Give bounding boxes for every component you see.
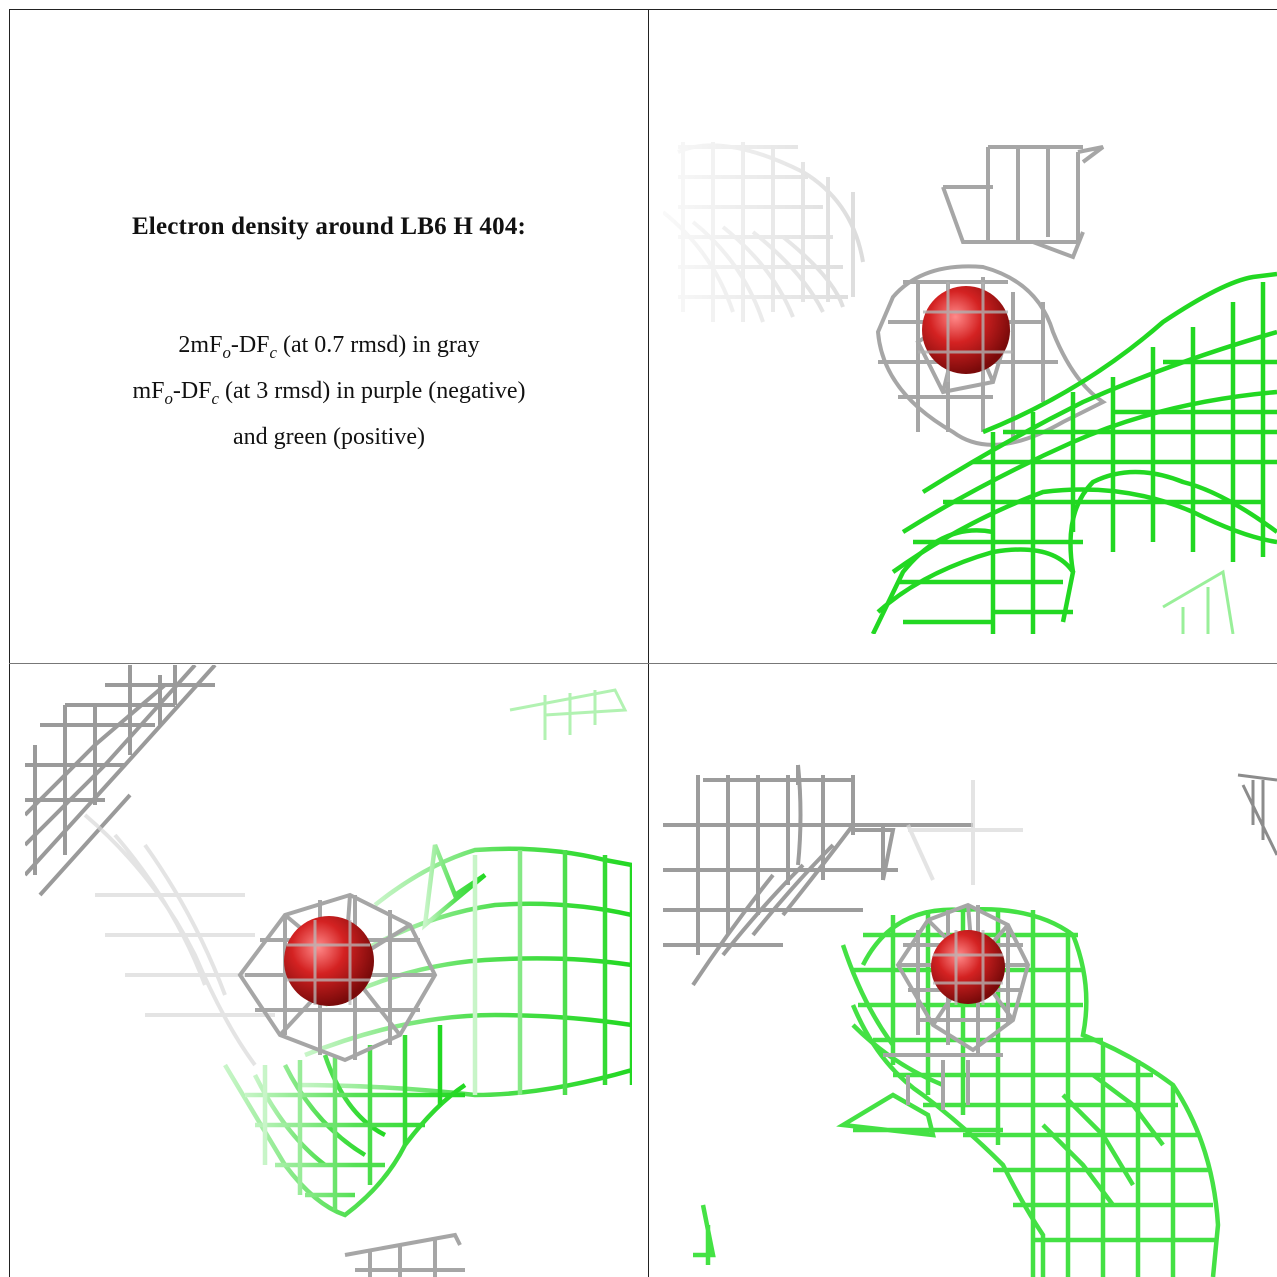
gray-mesh-bottom bbox=[344, 1232, 465, 1277]
density-render-bottom-left bbox=[25, 665, 632, 1277]
gray-mesh-faded bbox=[906, 780, 1023, 885]
gray-mesh-over-atom bbox=[918, 282, 1013, 382]
green-mesh-small bbox=[509, 688, 628, 740]
density-render-bottom-right bbox=[663, 764, 1277, 1277]
atom-sphere bbox=[284, 916, 374, 1006]
legend-text: (at 0.7 rmsd) in gray bbox=[276, 332, 480, 358]
legend-sub: c bbox=[211, 388, 219, 408]
border-left bbox=[9, 9, 10, 664]
legend-sub: o bbox=[222, 342, 231, 362]
gray-mesh-over-atom bbox=[287, 920, 370, 1005]
border-middle-vertical bbox=[648, 9, 649, 1277]
legend-sub: c bbox=[269, 342, 277, 362]
legend-sub: o bbox=[164, 388, 173, 408]
legend-text: -DF bbox=[230, 332, 270, 358]
atom-sphere bbox=[931, 930, 1005, 1004]
legend-line-colors: and green (positive) bbox=[233, 423, 425, 450]
green-mesh bbox=[223, 844, 632, 1218]
view-top-right bbox=[663, 12, 1277, 634]
atom-sphere bbox=[922, 286, 1010, 374]
gray-mesh-diagonal bbox=[25, 665, 217, 897]
legend-line-fofc: mFo-DFc (at 3 rmsd) in purple (negative) bbox=[10, 372, 648, 418]
legend-text: (at 3 rmsd) in purple (negative) bbox=[218, 377, 526, 404]
gray-mesh-over-atom bbox=[933, 930, 1003, 1005]
legend-line-2fofc: 2mFo-DFc (at 0.7 rmsd) in gray bbox=[10, 326, 648, 372]
caption-cell: Electron density around LB6 H 404: 2mFo-… bbox=[10, 10, 648, 662]
legend-text: 2mF bbox=[178, 332, 223, 358]
caption-legend: 2mFo-DFc (at 0.7 rmsd) in gray mFo-DFc (… bbox=[10, 326, 648, 456]
border-left-lower bbox=[9, 664, 10, 1277]
view-bottom-right bbox=[663, 665, 1277, 1277]
gray-mesh-upper bbox=[663, 764, 973, 987]
caption-title: Electron density around LB6 H 404: bbox=[131, 213, 527, 240]
view-bottom-left bbox=[25, 665, 632, 1277]
border-top bbox=[9, 9, 1277, 10]
legend-text: mF bbox=[132, 377, 165, 404]
border-middle-horizontal bbox=[9, 663, 1277, 664]
gray-mesh-faded bbox=[83, 813, 275, 1067]
legend-text: -DF bbox=[172, 377, 212, 404]
fade-overlay bbox=[663, 132, 893, 332]
gray-mesh-corner bbox=[1237, 773, 1277, 856]
density-render-top-right bbox=[663, 132, 1277, 634]
green-mesh bbox=[870, 271, 1277, 634]
green-mesh-faded bbox=[1162, 569, 1235, 634]
